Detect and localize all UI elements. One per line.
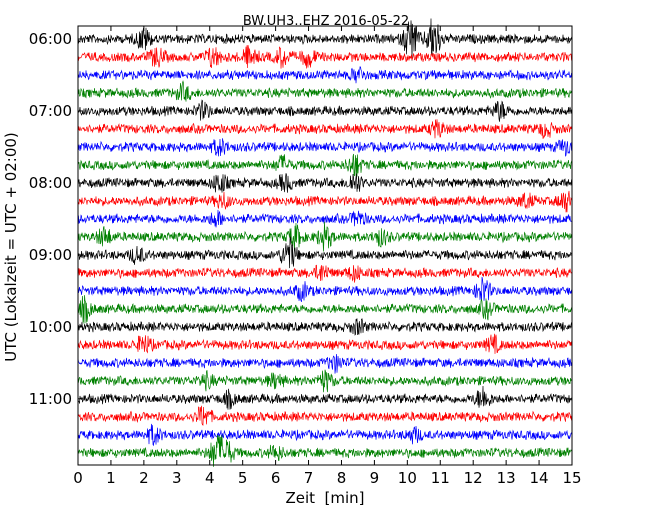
trace-1015	[77, 333, 573, 354]
x-tick-label: 4	[205, 469, 215, 487]
chart-title: BW.UH3..EHZ 2016-05-22	[243, 14, 409, 29]
trace-0815	[77, 190, 573, 213]
y-axis-label: UTC (Lokalzeit = UTC + 02:00)	[2, 132, 20, 362]
trace-0745	[77, 153, 573, 177]
x-tick-label: 14	[530, 469, 549, 487]
x-tick-label: 15	[562, 469, 581, 487]
x-tick-label: 11	[431, 469, 450, 487]
trace-1045	[77, 369, 573, 393]
y-tick-label: 11:00	[29, 390, 72, 408]
trace-1000	[77, 318, 573, 336]
x-axis-label: Zeit [min]	[285, 489, 364, 507]
y-tick-label: 10:00	[29, 318, 72, 336]
trace-0930	[77, 276, 573, 303]
trace-0600	[77, 18, 573, 61]
x-tick-label: 12	[464, 469, 483, 487]
trace-0915	[77, 264, 573, 283]
trace-0615	[77, 45, 573, 69]
trace-0630	[77, 66, 573, 84]
trace-0730	[77, 138, 573, 157]
trace-0715	[77, 119, 573, 139]
plot-frame	[77, 25, 573, 466]
y-tick-label: 09:00	[29, 246, 72, 264]
trace-0645	[77, 80, 573, 102]
trace-0945	[77, 295, 573, 324]
x-axis: 0 1 2 3 4 5 6 7 8 9 10 11 12 13 14 15	[73, 26, 582, 487]
x-tick-label: 9	[370, 469, 380, 487]
trace-1030	[77, 353, 572, 374]
x-tick-label: 5	[238, 469, 248, 487]
x-tick-label: 2	[139, 469, 149, 487]
trace-0830	[77, 209, 573, 228]
x-tick-label: 3	[172, 469, 182, 487]
x-tick-label: 10	[398, 469, 417, 487]
trace-0900	[77, 236, 573, 269]
trace-group	[77, 18, 573, 467]
x-tick-label: 0	[73, 469, 83, 487]
trace-0845	[77, 221, 573, 252]
trace-1115	[77, 405, 573, 426]
y-axis: 06:00 07:00 08:00 09:00 10:00 11:00	[29, 30, 572, 408]
x-tick-label: 7	[304, 469, 314, 487]
x-tick-label: 6	[271, 469, 281, 487]
y-tick-label: 08:00	[29, 174, 72, 192]
trace-0800	[77, 173, 573, 193]
trace-0700	[77, 99, 573, 122]
trace-1145	[77, 434, 573, 467]
y-tick-label: 07:00	[29, 102, 72, 120]
x-tick-label: 8	[337, 469, 347, 487]
x-tick-label: 1	[106, 469, 116, 487]
x-tick-label: 13	[497, 469, 516, 487]
trace-1130	[77, 423, 573, 447]
y-tick-label: 06:00	[29, 30, 72, 48]
trace-1100	[77, 385, 573, 410]
